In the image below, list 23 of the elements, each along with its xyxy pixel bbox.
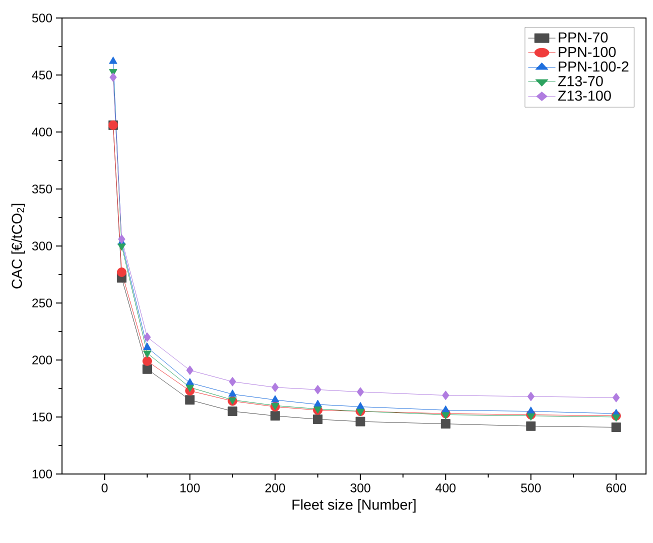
x-tick-label: 600: [606, 484, 626, 492]
y-tick-label: 350: [32, 184, 52, 194]
y-tick-label: 400: [32, 128, 52, 136]
legend-label: PPN-100-2: [558, 61, 628, 72]
x-tick-label: 200: [265, 484, 286, 492]
y-axis-title: CAC [€/tCO$_{2}$]: [11, 204, 25, 288]
x-tick-label: 300: [350, 484, 370, 492]
legend-label: PPN-70: [558, 32, 608, 43]
y-tick-label: 150: [32, 412, 52, 422]
x-axis-title: Fleet size [Number]: [292, 499, 416, 513]
y-tick-label: 450: [32, 70, 52, 80]
legend-label: Z13-70: [558, 76, 603, 86]
y-tick-label: 200: [32, 356, 52, 364]
x-tick-label: 100: [180, 484, 200, 492]
x-tick-label: 500: [521, 484, 541, 492]
y-tick-label: 250: [32, 298, 52, 308]
x-tick-label: 0: [102, 484, 108, 492]
y-tick-label: 100: [32, 470, 52, 478]
legend-label: Z13-100: [558, 90, 611, 101]
y-tick-label: 500: [32, 14, 52, 22]
x-tick-label: 400: [436, 484, 456, 492]
y-tick-label: 300: [32, 242, 52, 250]
legend-label: PPN-100: [558, 46, 616, 58]
